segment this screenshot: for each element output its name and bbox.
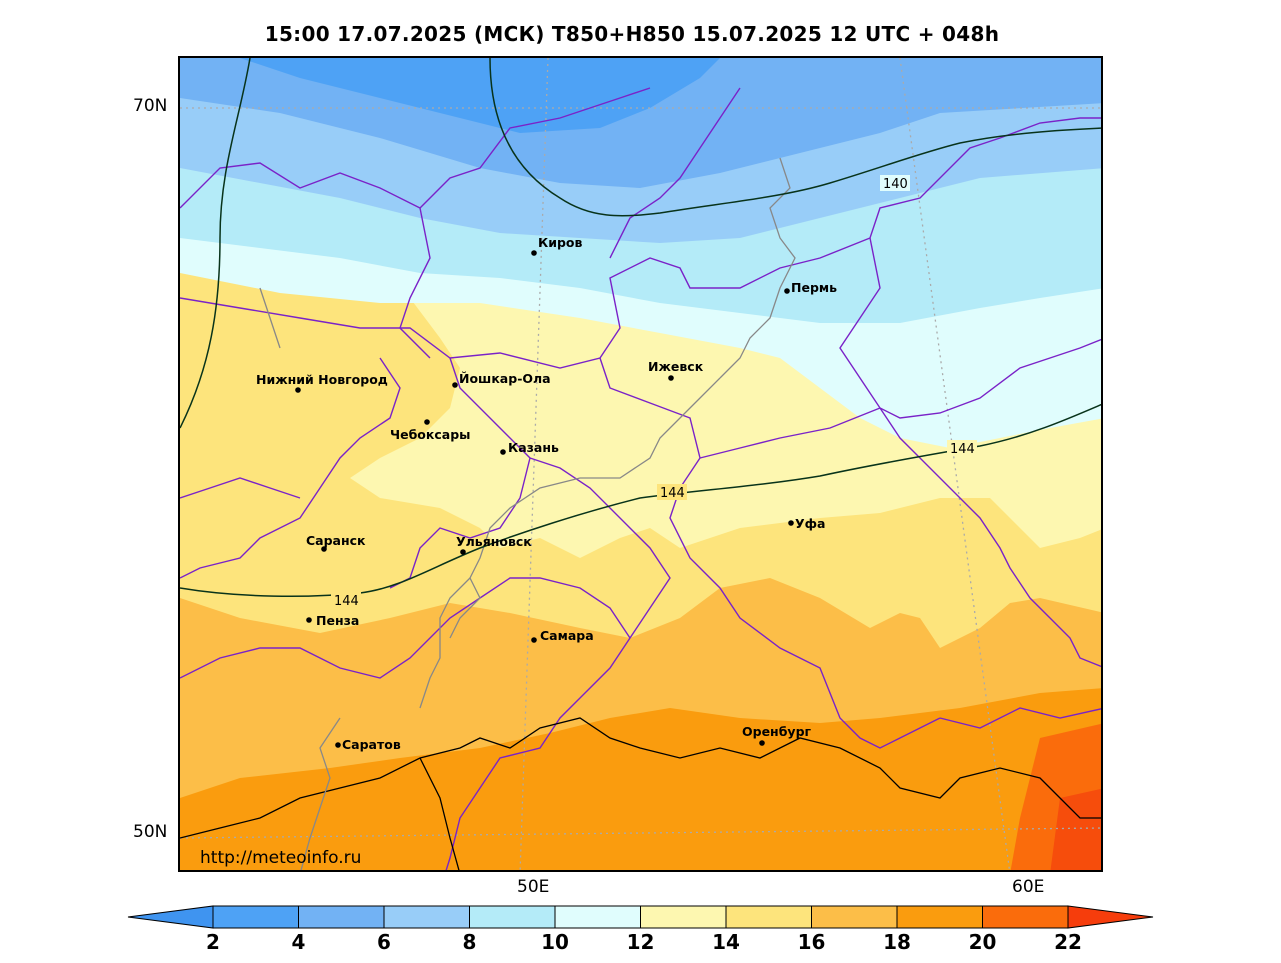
colorbar-segment-2-4 (212, 905, 299, 929)
city-label-izhevsk: Ижевск (648, 359, 704, 374)
map-title: 15:00 17.07.2025 (МСК) T850+H850 15.07.2… (264, 22, 1000, 46)
city-label-saransk: Саранск (306, 533, 366, 548)
colorbar-tick-label: 20 (968, 930, 997, 954)
city-marker-saransk (321, 546, 327, 552)
lat-label-70n: 70N (133, 96, 168, 116)
contour-label-144-west: 144 (334, 594, 359, 609)
contour-label-bg-144-west (331, 592, 361, 608)
city-label-ulyanovsk: Ульяновск (456, 534, 532, 549)
city-marker-ufa (788, 520, 794, 526)
city-label-perm: Пермь (791, 280, 837, 295)
colorbar-segments (127, 905, 1154, 929)
band-22-plus (1050, 788, 1101, 870)
contour-label-bg-144-center (657, 484, 687, 500)
graticule (180, 58, 1101, 870)
contour-label-bg-144-east (947, 440, 977, 456)
city-marker-izhevsk (668, 375, 674, 381)
colorbar-segment-6-8 (383, 905, 470, 929)
city-marker-cheboksary (424, 419, 430, 425)
city-marker-samara (531, 637, 537, 643)
contour-label-144-east: 144 (950, 442, 975, 457)
lat-label-50n: 50N (133, 822, 168, 842)
city-label-ufa: Уфа (795, 516, 825, 531)
colorbar-tick-label: 16 (797, 930, 826, 954)
contour-labels: 140 144 144 144 (331, 175, 977, 609)
city-marker-penza (306, 617, 312, 623)
city-marker-kazan (500, 449, 506, 455)
map-area: 140 144 144 144 Киров Пермь Ижевск Нижни… (178, 56, 1103, 872)
contour-label-144-center: 144 (660, 486, 685, 501)
cities: Киров Пермь Ижевск Нижний Новгород Йошка… (256, 235, 837, 752)
city-label-kirov: Киров (538, 235, 583, 250)
colorbar-segment-8-10 (469, 905, 556, 929)
region-borders (180, 87, 1101, 870)
city-marker-ulyanovsk (460, 549, 466, 555)
colorbar-segment-10-12 (554, 905, 641, 929)
watermark: http://meteoinfo.ru (200, 848, 361, 868)
city-marker-kirov (531, 250, 537, 256)
colorbar-tick-label: 6 (377, 930, 391, 954)
contour-label-140: 140 (883, 177, 908, 192)
colorbar-tick-label: 18 (883, 930, 911, 954)
city-label-penza: Пенза (316, 613, 359, 628)
city-label-saratov: Саратов (342, 737, 401, 752)
colorbar-tick-label: 14 (712, 930, 740, 954)
colorbar-tick-label: 12 (626, 930, 655, 954)
temperature-map: 140 144 144 144 Киров Пермь Ижевск Нижни… (180, 58, 1101, 870)
lon-label-50e: 50E (517, 877, 550, 897)
band-2-4 (240, 58, 720, 133)
colorbar-segment-14-16 (725, 905, 812, 929)
city-marker-yoshkar-ola (452, 382, 458, 388)
country-border (180, 717, 1101, 870)
city-label-samara: Самара (540, 628, 594, 643)
colorbar-arrow-high (1067, 905, 1154, 929)
colorbar-tick-label: 22 (1054, 930, 1082, 954)
colorbar-tick-label: 10 (541, 930, 569, 954)
city-label-nizhny-novgorod: Нижний Новгород (256, 372, 388, 387)
colorbar-segment-12-14 (640, 905, 727, 929)
city-marker-orenburg (759, 740, 765, 746)
colorbar-segment-20-22 (982, 905, 1069, 929)
colorbar-tick-label: 4 (291, 930, 306, 954)
colorbar-tick-label: 2 (206, 930, 220, 954)
lon-label-60e: 60E (1012, 877, 1045, 897)
city-marker-saratov (335, 742, 341, 748)
city-label-yoshkar-ola: Йошкар-Ола (459, 371, 551, 386)
city-marker-nizhny-novgorod (295, 387, 301, 393)
city-label-orenburg: Оренбург (742, 724, 812, 739)
colorbar-segment-16-18 (811, 905, 898, 929)
colorbar-segment-4-6 (298, 905, 385, 929)
colorbar (127, 905, 1154, 929)
contour-label-bg-140 (880, 175, 910, 191)
colorbar-arrow-low (127, 905, 214, 929)
city-marker-perm (784, 288, 790, 294)
city-label-cheboksary: Чебоксары (390, 427, 470, 442)
rivers (259, 157, 796, 870)
colorbar-segment-18-20 (896, 905, 983, 929)
city-label-kazan: Казань (508, 440, 559, 455)
colorbar-tick-label: 8 (462, 930, 477, 954)
